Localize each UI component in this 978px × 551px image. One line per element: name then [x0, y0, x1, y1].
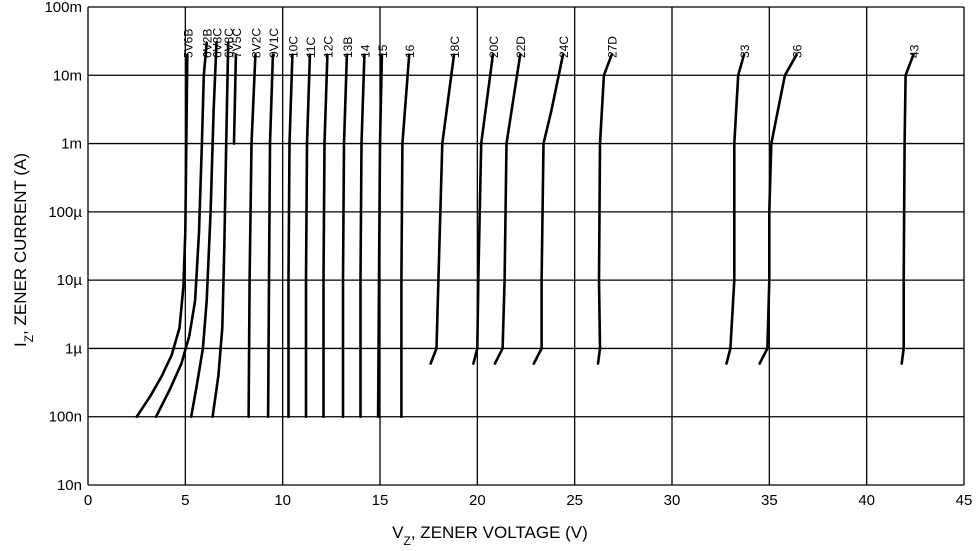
x-tick-label-5: 25	[566, 492, 583, 509]
series-label-20c-15: 20C	[487, 36, 501, 58]
y-tick-label-5: 1µ	[65, 340, 82, 357]
series-label-5v6b-0: 5V6B	[181, 29, 195, 58]
x-axis-title-main: V	[392, 523, 404, 542]
series-label-9v1c-6: 9V1C	[267, 28, 281, 58]
series-line-20c-15	[472, 53, 495, 365]
y-axis-title-sub: Z	[22, 335, 36, 342]
series-line-8v2c-5	[247, 53, 257, 418]
series-line-15-12	[376, 53, 384, 418]
series-label-13b-10: 13B	[341, 37, 355, 58]
x-axis-title-rest: , ZENER VOLTAGE (V)	[411, 523, 588, 542]
y-tick-label-7: 10n	[57, 477, 82, 494]
y-tick-label-0: 100m	[44, 0, 82, 16]
series-label-6v8c-3: 6V8C	[222, 28, 236, 58]
y-tick-label-4: 10µ	[57, 272, 83, 289]
series-line-22d-16	[493, 53, 522, 365]
series-label-11c-8: 11C	[304, 37, 318, 58]
series-line-14-11	[359, 53, 366, 418]
series-line-5v6b-0	[135, 53, 189, 418]
x-axis-title: VZ, ZENER VOLTAGE (V)	[392, 523, 588, 546]
series-line-36-20	[758, 53, 798, 365]
y-axis-title-rest: , ZENER CURRENT (A)	[11, 153, 30, 335]
series-label-43-21: 43	[907, 44, 921, 58]
series-layer	[135, 41, 915, 418]
x-tick-label-2: 10	[274, 492, 291, 509]
x-tick-label-0: 0	[84, 492, 92, 509]
series-label-16-13: 16	[403, 44, 417, 58]
x-axis-title-sub: Z	[404, 534, 411, 546]
grid	[87, 6, 965, 486]
series-line-16-13	[400, 53, 411, 418]
series-label-6v2b-1: 6V2B	[201, 29, 215, 58]
x-tick-label-6: 30	[664, 492, 681, 509]
series-label-18c-14: 18C	[448, 36, 462, 58]
series-line-9v1c-6	[266, 53, 275, 418]
series-line-10c-7	[287, 53, 294, 418]
series-line-6v8c-2	[189, 41, 218, 418]
series-label-14-11: 14	[358, 44, 372, 58]
x-tick-label-1: 5	[181, 492, 189, 509]
series-label-33-19: 33	[738, 44, 752, 58]
series-label-36-20: 36	[791, 44, 805, 58]
y-axis-title-main: I	[11, 342, 30, 347]
series-line-11c-8	[304, 53, 312, 418]
series-label-24c-17: 24C	[557, 36, 571, 58]
series-label-15-12: 15	[376, 44, 390, 58]
series-label-12c-9: 12C	[321, 36, 335, 58]
series-label-8v2c-5: 8V2C	[249, 28, 263, 58]
y-tick-label-3: 100µ	[48, 204, 82, 221]
series-line-33-19	[725, 53, 746, 365]
series-line-18c-14	[429, 53, 456, 365]
x-tick-label-7: 35	[761, 492, 778, 509]
series-line-12c-9	[322, 53, 329, 418]
series-line-13b-10	[341, 53, 349, 418]
series-label-6v8c-2: 6V8C	[211, 28, 225, 58]
tick-layer: 0 5 10 15 20 25 30 35 40 45 100m 10m 1m 100µ 10µ 1µ 100n…	[44, 0, 972, 509]
series-label-7v5c-4: 7V5C	[230, 28, 244, 58]
series-line-27d-18	[596, 53, 613, 365]
series-line-6v2b-1	[154, 41, 208, 418]
x-tick-label-3: 15	[372, 492, 389, 509]
series-label-22d-16: 22D	[514, 36, 528, 58]
x-tick-label-8: 40	[858, 492, 875, 509]
series-line-7v5c-4	[232, 53, 238, 145]
y-tick-label-6: 100n	[49, 409, 82, 426]
series-label-27d-18: 27D	[606, 36, 620, 58]
series-line-24c-17	[532, 53, 565, 365]
y-tick-label-1: 10m	[53, 67, 82, 84]
y-axis-title: IZ, ZENER CURRENT (A)	[11, 153, 36, 347]
x-tick-label-4: 20	[469, 492, 486, 509]
y-tick-label-2: 1m	[61, 136, 82, 153]
series-line-43-21	[900, 53, 915, 365]
series-line-6v8c-3	[211, 41, 230, 418]
x-tick-label-9: 45	[956, 492, 973, 509]
series-label-10c-7: 10C	[286, 36, 300, 58]
